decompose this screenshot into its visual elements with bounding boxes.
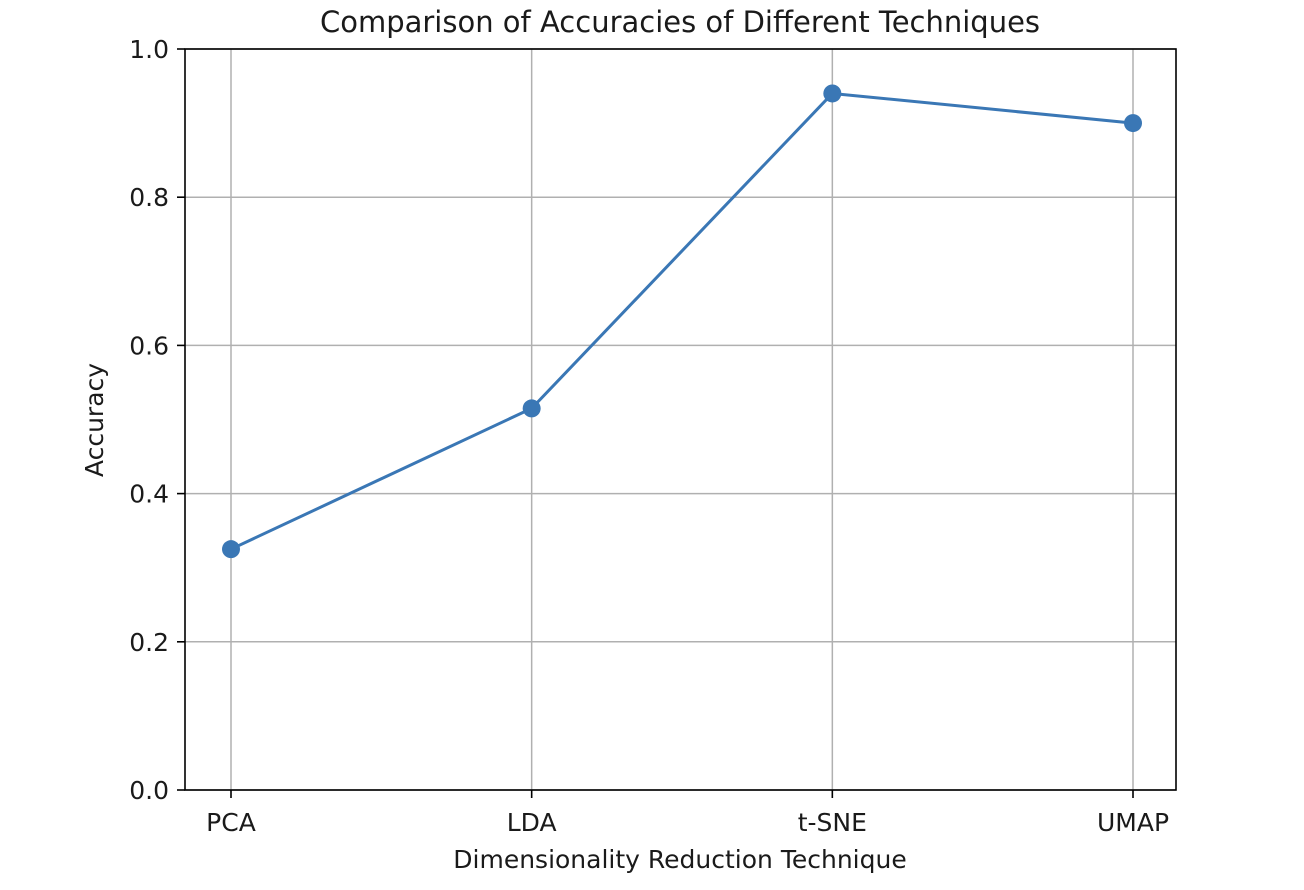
data-point-marker [1124, 114, 1142, 133]
y-tick-label: 0.4 [129, 480, 169, 509]
data-point-marker [222, 540, 240, 559]
y-tick-label: 0.0 [129, 776, 169, 805]
y-axis-ticks: 0.0 0.2 0.4 0.6 0.8 1.0 [129, 35, 185, 805]
data-point-marker [823, 84, 842, 103]
data-point-marker [522, 399, 541, 418]
x-tick-label: UMAP [1097, 808, 1169, 837]
y-tick-label: 1.0 [129, 35, 169, 64]
x-axis-label: Dimensionality Reduction Technique [453, 845, 906, 874]
chart-title: Comparison of Accuracies of Different Te… [320, 5, 1040, 39]
plot-area-frame [184, 48, 1177, 791]
x-tick-label: LDA [507, 808, 557, 837]
y-tick-label: 0.2 [129, 628, 169, 657]
x-tick-label: PCA [206, 808, 256, 837]
x-tick-label: t-SNE [798, 808, 867, 837]
series-line-group [222, 84, 1142, 559]
y-tick-label: 0.6 [129, 331, 169, 360]
x-axis-ticks: PCA LDA t-SNE UMAP [206, 790, 1169, 837]
y-tick-label: 0.8 [129, 183, 169, 212]
grid-lines [185, 48, 1176, 791]
series-line [230, 91, 1134, 551]
y-axis-label: Accuracy [80, 363, 109, 477]
